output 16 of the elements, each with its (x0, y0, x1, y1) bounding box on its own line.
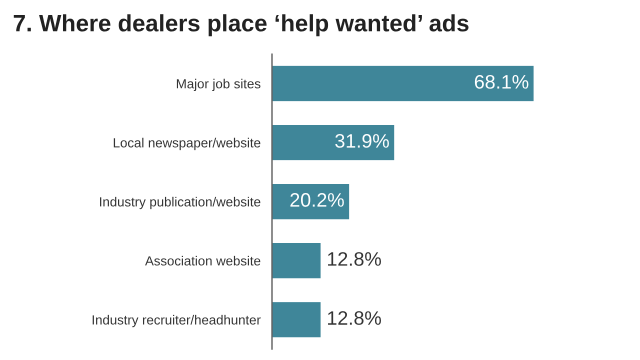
bar (272, 242, 322, 280)
data-label: 12.8% (328, 311, 381, 325)
y-tick-label: Industry publication/website (100, 196, 260, 210)
bar (272, 64, 535, 103)
chart-title: 7. Where dealers place ‘help wanted’ ads (14, 14, 468, 36)
data-label: 68.1% (474, 74, 528, 89)
y-tick-label: Local newspaper/website (114, 138, 260, 150)
data-label: 20.2% (290, 193, 344, 207)
y-tick-label: Association website (145, 256, 260, 266)
y-tick-label: Major job sites (176, 78, 260, 92)
data-label: 12.8% (328, 252, 381, 266)
data-label: 31.9% (335, 134, 389, 148)
bar (272, 300, 322, 339)
bar (272, 124, 396, 162)
y-tick-label: Industry recruiter/headhunter (92, 314, 261, 328)
bar (272, 182, 350, 221)
